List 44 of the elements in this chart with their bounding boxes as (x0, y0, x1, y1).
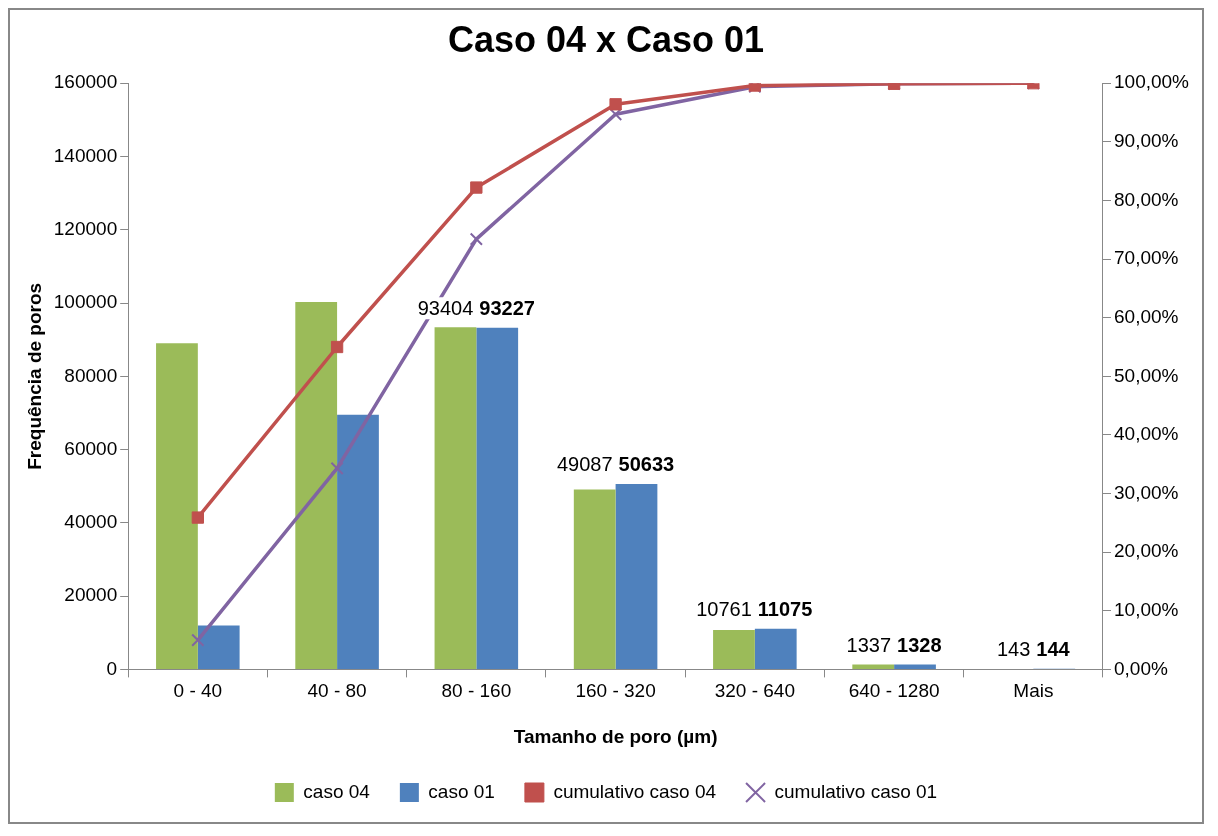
data-label: 143 (996, 638, 1031, 661)
data-label: 1328 (897, 634, 942, 657)
x-tick-label: 40 - 80 (307, 680, 367, 702)
y2-tick-label: 40,00% (1113, 423, 1179, 445)
x-tick-label: 640 - 1280 (848, 680, 940, 702)
y-tick-label: 80000 (64, 364, 118, 386)
x-tick-label: Mais (1013, 680, 1054, 702)
y-axis-title: Frequência de poros (23, 282, 45, 470)
legend-label: caso 04 (303, 780, 371, 802)
y2-tick-label: 50,00% (1113, 364, 1179, 386)
y-tick-label: 140000 (53, 144, 118, 166)
y2-tick-label: 60,00% (1113, 305, 1179, 327)
data-label: 93404 (417, 296, 474, 319)
data-label: 93227 (479, 296, 535, 319)
y-tick-label: 60000 (64, 437, 118, 459)
y2-tick-label: 0,00% (1113, 657, 1168, 679)
x-tick-label: 160 - 320 (575, 680, 656, 702)
y-tick-label: 100000 (53, 291, 118, 313)
y-tick-label: 120000 (53, 217, 118, 239)
data-label: 11075 (757, 598, 813, 621)
x-tick-label: 0 - 40 (173, 680, 223, 702)
y2-tick-label: 100,00% (1113, 71, 1190, 93)
chart-title: Caso 04 x Caso 01 (447, 18, 765, 60)
data-label: 49087 (556, 453, 613, 476)
x-axis-title: Tamanho de poro (µm) (513, 725, 718, 747)
legend-label: cumulativo caso 01 (774, 780, 938, 802)
y2-tick-label: 30,00% (1113, 481, 1179, 503)
x-tick-label: 80 - 160 (441, 680, 512, 702)
y2-tick-label: 10,00% (1113, 599, 1179, 621)
data-label: 50633 (618, 453, 675, 476)
x-tick-label: 320 - 640 (714, 680, 795, 702)
y2-tick-label: 90,00% (1113, 130, 1179, 152)
y2-tick-label: 20,00% (1113, 540, 1179, 562)
data-label: 144 (1036, 638, 1071, 661)
y-tick-label: 40000 (64, 511, 118, 533)
legend-label: caso 01 (428, 780, 495, 802)
y2-tick-label: 80,00% (1113, 188, 1179, 210)
y-tick-label: 160000 (53, 71, 118, 93)
data-label: 1337 (846, 634, 892, 657)
y-tick-label: 20000 (64, 584, 118, 606)
y-tick-label: 0 (106, 657, 118, 679)
y2-tick-label: 70,00% (1113, 247, 1179, 269)
data-label: 10761 (696, 598, 752, 621)
legend-label: cumulativo caso 04 (553, 780, 717, 802)
